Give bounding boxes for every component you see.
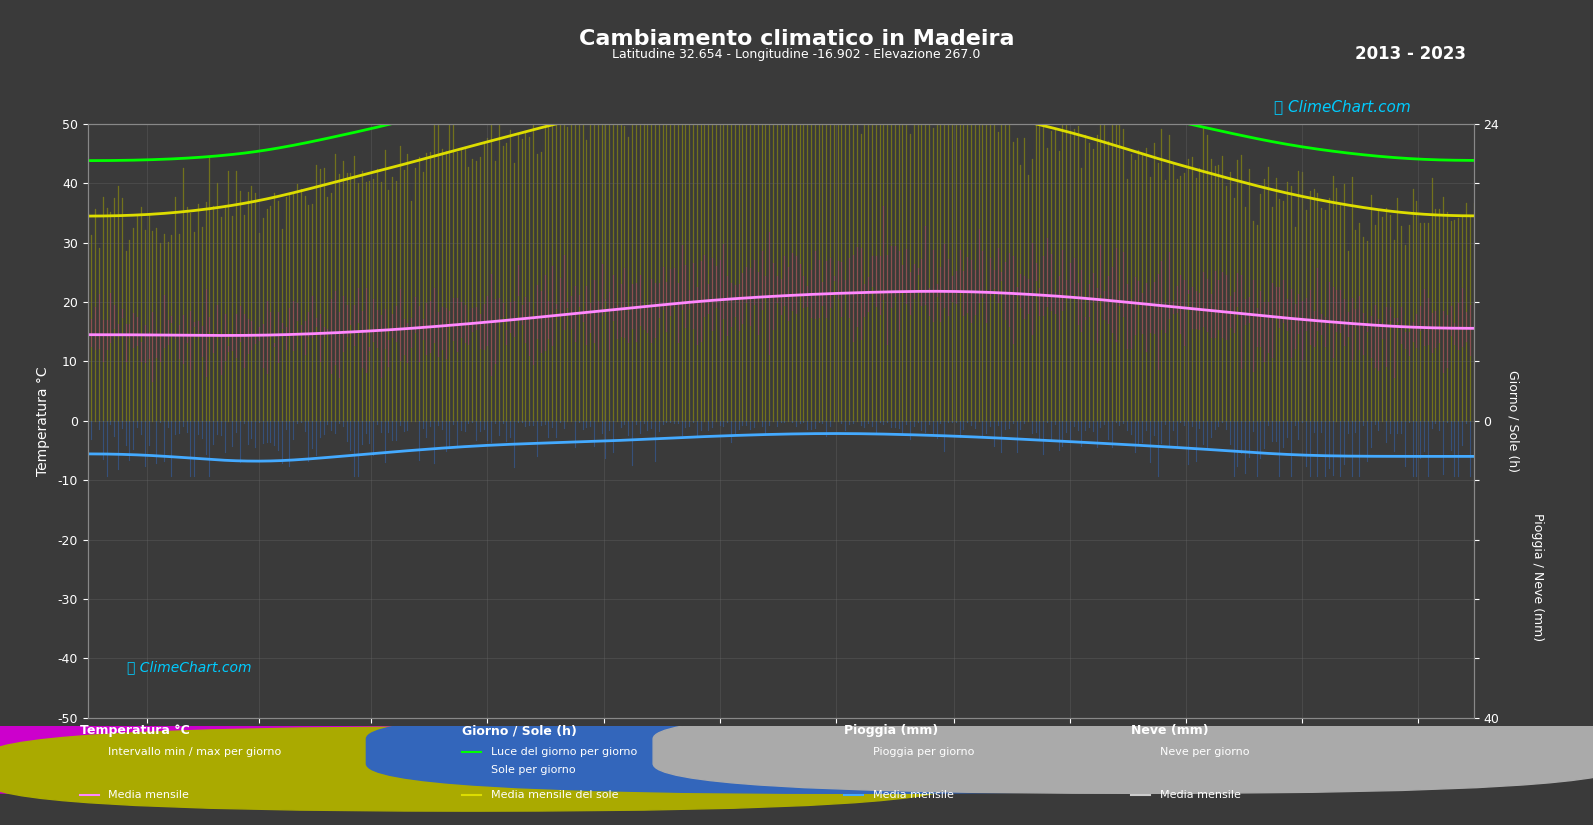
Text: Latitudine 32.654 - Longitudine -16.902 - Elevazione 267.0: Latitudine 32.654 - Longitudine -16.902 … xyxy=(612,48,981,61)
FancyBboxPatch shape xyxy=(653,710,1593,794)
Text: Pioggia (mm): Pioggia (mm) xyxy=(844,724,938,738)
Y-axis label: Giorno / Sole (h): Giorno / Sole (h) xyxy=(1505,370,1520,472)
Text: © ClimeChart.com: © ClimeChart.com xyxy=(1424,742,1529,752)
Text: Media mensile: Media mensile xyxy=(873,790,954,800)
Text: Pioggia / Neve (mm): Pioggia / Neve (mm) xyxy=(1531,513,1544,642)
Text: Neve per giorno: Neve per giorno xyxy=(1160,747,1249,757)
FancyBboxPatch shape xyxy=(0,727,959,811)
Text: Intervallo min / max per giorno: Intervallo min / max per giorno xyxy=(108,747,282,757)
Text: Luce del giorno per giorno: Luce del giorno per giorno xyxy=(491,747,637,757)
Text: 🌍 ClimeChart.com: 🌍 ClimeChart.com xyxy=(1274,99,1411,114)
Text: Cambiamento climatico in Madeira: Cambiamento climatico in Madeira xyxy=(578,29,1015,49)
Text: Media mensile: Media mensile xyxy=(108,790,190,800)
Text: 🌍 ClimeChart.com: 🌍 ClimeChart.com xyxy=(127,660,252,674)
Text: Pioggia per giorno: Pioggia per giorno xyxy=(873,747,975,757)
Text: Media mensile: Media mensile xyxy=(1160,790,1241,800)
Text: Neve (mm): Neve (mm) xyxy=(1131,724,1209,738)
Text: Giorno / Sole (h): Giorno / Sole (h) xyxy=(462,724,577,738)
Text: Temperatura °C: Temperatura °C xyxy=(80,724,190,738)
Text: 2013 - 2023: 2013 - 2023 xyxy=(1354,45,1466,64)
Y-axis label: Temperatura °C: Temperatura °C xyxy=(37,366,51,475)
FancyBboxPatch shape xyxy=(0,710,577,794)
Text: Sole per giorno: Sole per giorno xyxy=(491,765,575,775)
Text: Media mensile del sole: Media mensile del sole xyxy=(491,790,618,800)
FancyBboxPatch shape xyxy=(366,710,1341,794)
